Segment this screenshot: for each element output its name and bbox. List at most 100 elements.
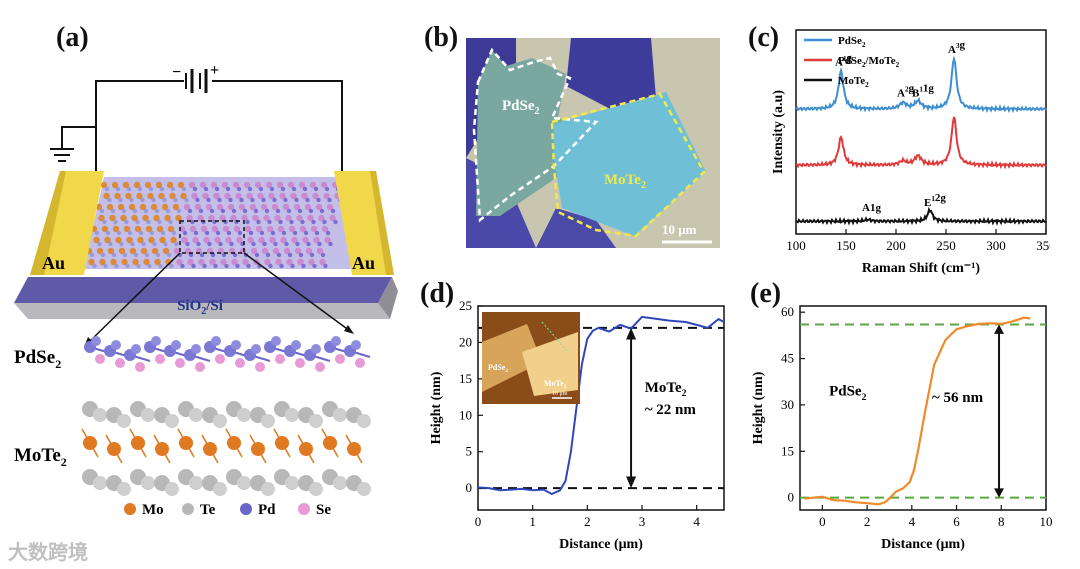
afm-inset-flake [522,332,578,396]
lattice-atom [206,197,211,203]
mote2-outline [550,92,706,238]
y-axis-label: Height (nm) [751,371,766,444]
lattice-atom [100,252,106,258]
legend-label-te: Te [200,502,216,518]
lattice-atom [264,258,271,266]
panel-label-e: (e) [750,278,782,309]
zoom-box [179,220,245,254]
mo-atom [131,436,145,450]
lattice-atom [228,197,233,203]
lattice-atom [107,197,112,203]
pd-atom [231,340,241,350]
lattice-atom [107,247,115,255]
lattice-atom [130,241,135,247]
substrate-top [14,277,392,303]
lattice-atom [122,181,130,189]
se-atom [155,354,165,364]
lattice-atom [144,252,150,258]
lattice-atom [280,236,287,244]
lattice-atom [193,230,199,236]
lattice-atom [144,181,152,189]
arrowhead-bottom [994,488,1005,498]
te-atom [237,476,251,490]
lattice-atom [300,219,305,225]
lattice-atom [109,214,116,222]
lattice-atom [169,192,176,200]
lattice-atom [209,208,215,214]
lattice-atom [125,263,130,269]
lattice-atom [272,197,277,203]
lattice-atom [287,252,293,258]
layer-label-pdse2: PdSe2 [14,347,61,371]
te-atom [189,476,203,490]
peak-annotation-2: B11g [912,82,934,99]
x-tick-label: 200 [886,238,906,253]
lattice-atom [97,241,102,247]
mo-atom [83,436,97,450]
substrate-front [14,303,390,319]
lattice-atom [141,241,146,247]
lattice-atom [308,258,315,266]
panel-label-a: (a) [56,22,89,53]
se-atom [315,362,325,372]
y-tick-label: 0 [788,490,795,505]
lattice-atom [311,219,316,225]
se-atom [235,358,245,368]
lattice-atom [172,203,180,211]
raman-spectra-chart: 100 150 200 250 300 350 Raman Shift (cm⁻¹) Inte… [771,29,1050,276]
battery-plus-label: + [210,62,219,79]
lattice-atom [134,225,142,233]
x-tick-label: 0 [819,514,826,529]
inset-scale-label: 10 μm [552,391,568,397]
lattice-atom [149,230,155,236]
y-tick-label: 0 [466,480,473,495]
lattice-atom [317,241,322,247]
lattice-atom [323,263,328,269]
lattice-atom [221,252,227,258]
lattice-atom [148,186,154,192]
electrode-right-label: Au [352,253,375,273]
lattice-atom [305,247,313,255]
lattice-atom [213,263,218,269]
lattice-atom [281,230,287,236]
lattice-atom [118,197,123,203]
lattice-atom [298,181,306,189]
lattice-atom [98,214,105,222]
x-tick-label: 2 [864,514,871,529]
mote2-flake [554,92,706,236]
pd-atom [251,344,261,354]
lattice-atom [222,225,230,233]
lattice-atom [210,181,218,189]
optical-micrograph: PdSe2 MoTe2 10 μm [466,38,720,248]
lattice-atom [233,225,241,233]
lattice-atom [184,197,189,203]
lattice-atom [111,252,117,258]
lattice-atom [121,258,128,266]
lattice-atom [132,258,139,266]
lattice-atom [133,252,139,258]
lattice-atom [328,241,333,247]
lattice-atom [287,181,295,189]
lattice-atom [105,230,111,236]
lattice-atom [242,208,248,214]
lattice-atom [254,181,262,189]
mo-atom [227,436,241,450]
y-tick-label: 60 [781,304,794,319]
x-tick-label: 350 [1036,238,1050,253]
lattice-atom [268,263,273,269]
lattice-atom [216,203,224,211]
lattice-atom [129,247,137,255]
lattice-atom [270,230,276,236]
lattice-atom [136,192,143,200]
lattice-atom [275,258,282,266]
lattice-atom [176,208,182,214]
lattice-atom [104,236,111,244]
lattice-atom [321,225,329,233]
te-atom [189,408,203,422]
lattice-atom [135,219,140,225]
lattice-atom [199,181,207,189]
lattice-atom [115,186,121,192]
lattice-atom [247,236,254,244]
y-tick-label: 20 [459,334,472,349]
lattice-atom [289,219,294,225]
